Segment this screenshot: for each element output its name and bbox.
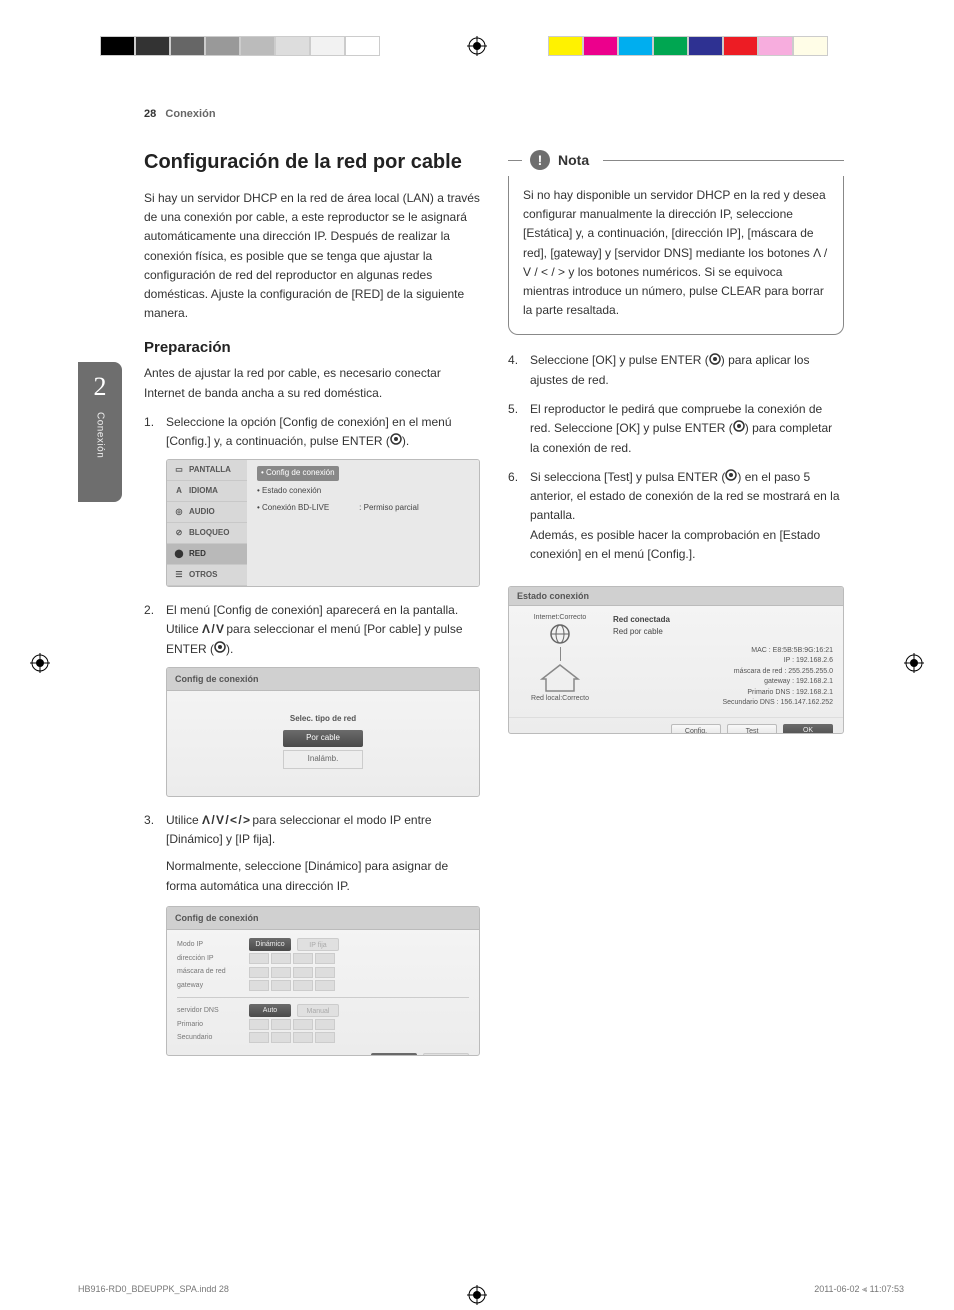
page-number: 28 <box>144 108 156 120</box>
running-head: 28 Conexión <box>144 108 844 120</box>
preparation-text: Antes de ajustar la red por cable, es ne… <box>144 364 480 402</box>
registration-mark-icon <box>30 653 50 673</box>
preparation-heading: Preparación <box>144 339 480 356</box>
intro-paragraph: Si hay un servidor DHCP en la red de áre… <box>144 189 480 323</box>
menu-item: ▭PANTALLA <box>167 460 247 481</box>
step-4: Seleccione [OK] y pulse ENTER () para ap… <box>508 351 844 390</box>
chapter-tab: 2 Conexión <box>78 362 122 502</box>
step-2: El menú [Config de conexión] aparecerá e… <box>144 601 480 797</box>
menu-item: ⊘BLOQUEO <box>167 523 247 544</box>
right-column: ! Nota Si no hay disponible un servidor … <box>508 150 844 1070</box>
menu-item: AIDIOMA <box>167 481 247 502</box>
footer-filename: HB916-RD0_BDEUPPK_SPA.indd 28 <box>78 1284 229 1295</box>
globe-icon <box>549 623 571 645</box>
enter-icon <box>390 432 402 451</box>
enter-icon <box>725 468 737 487</box>
color-bar-right <box>548 36 828 56</box>
screenshot-connection-status: Estado conexión Internet:Correcto Red lo… <box>508 586 844 734</box>
color-bar-left <box>100 36 380 56</box>
footer-timestamp: 2011-06-02 ⫷ 11:07:53 <box>814 1284 904 1295</box>
step-6: Si selecciona [Test] y pulsa ENTER () en… <box>508 468 844 564</box>
step-5: El reproductor le pedirá que compruebe l… <box>508 400 844 458</box>
left-column: Configuración de la red por cable Si hay… <box>144 150 480 1070</box>
note-body: Si no hay disponible un servidor DHCP en… <box>508 176 844 335</box>
registration-mark-icon <box>467 36 487 56</box>
page-title: Configuración de la red por cable <box>144 150 480 175</box>
menu-item: ☰OTROS <box>167 565 247 586</box>
house-icon <box>540 663 580 693</box>
print-footer: HB916-RD0_BDEUPPK_SPA.indd 28 2011-06-02… <box>78 1282 904 1297</box>
note-block: ! Nota Si no hay disponible un servidor … <box>508 150 844 335</box>
screenshot-config-menu: ▭PANTALLAAIDIOMA◎AUDIO⊘BLOQUEO⬤RED☰OTROS… <box>166 459 480 587</box>
screenshot-ip-config: Config de conexión Modo IPDinámicoIP fij… <box>166 906 480 1056</box>
screenshot-network-type: Config de conexión Selec. tipo de red Po… <box>166 667 480 797</box>
step-1: Seleccione la opción [Config de conexión… <box>144 413 480 588</box>
enter-icon <box>733 419 745 438</box>
arrows-vertical-icon: Λ / V <box>202 622 223 636</box>
menu-item: ◎AUDIO <box>167 502 247 523</box>
chapter-number: 2 <box>94 372 107 402</box>
step-3: Utilice Λ / V / < / > para seleccionar e… <box>144 811 480 1056</box>
section-name: Conexión <box>165 108 215 120</box>
registration-mark-icon <box>904 653 924 673</box>
arrows-all-icon: Λ / V / < / > <box>202 813 249 827</box>
menu-item: ⬤RED <box>167 544 247 565</box>
note-icon: ! <box>530 150 550 170</box>
chapter-label: Conexión <box>95 412 106 458</box>
steps-list: Seleccione la opción [Config de conexión… <box>144 413 480 1056</box>
enter-icon <box>214 640 226 659</box>
enter-icon <box>709 352 721 371</box>
steps-list-continued: Seleccione [OK] y pulse ENTER () para ap… <box>508 351 844 564</box>
page-content: 28 Conexión Configuración de la red por … <box>144 108 844 1070</box>
